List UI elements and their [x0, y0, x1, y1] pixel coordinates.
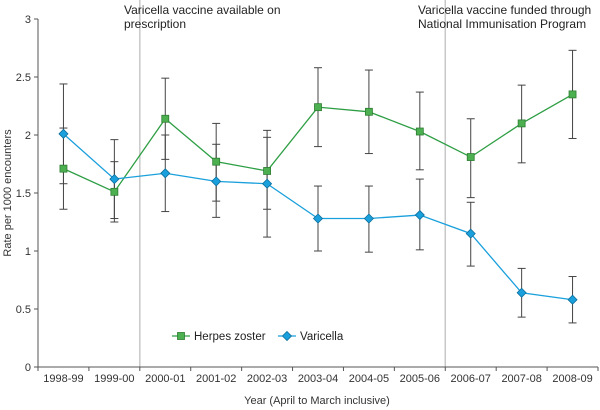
x-tick-label-2004-05: 2004-05 — [349, 373, 389, 385]
y-tick-label-1: 1 — [25, 246, 31, 258]
y-tick-label-2-5: 2.5 — [16, 72, 31, 84]
legend: Herpes zoster Varicella — [172, 330, 344, 343]
error-bars — [59, 49, 577, 324]
x-tick-label-2001-02: 2001-02 — [196, 373, 236, 385]
annotation-prescription-line1: Varicella vaccine available on — [124, 3, 281, 17]
x-axis-title: Year (April to March inclusive) — [244, 395, 390, 407]
point-varicella-2000-01 — [160, 168, 171, 179]
point-varicella-1999-00 — [109, 174, 120, 185]
point-varicella-2005-06 — [414, 209, 425, 221]
point-herpes-zoster-2007-08 — [517, 119, 526, 128]
x-tick-label-2005-06: 2005-06 — [400, 373, 440, 385]
annotations: Varicella vaccine available on prescript… — [124, 3, 591, 31]
y-tick-label-0: 0 — [25, 362, 31, 374]
x-tick-label-2006-07: 2006-07 — [451, 373, 491, 385]
y-tick-label-1-5: 1.5 — [16, 188, 31, 200]
legend-herpes-zoster-marker — [177, 332, 185, 340]
x-tick-label-2008-09: 2008-09 — [552, 373, 592, 385]
x-tick-label-2002-03: 2002-03 — [247, 373, 287, 385]
point-herpes-zoster-2008-09 — [568, 90, 577, 99]
point-varicella-1998-99 — [58, 128, 69, 139]
point-herpes-zoster-2004-05 — [365, 107, 373, 116]
annotation-nip-line1: Varicella vaccine funded through — [418, 3, 591, 17]
point-herpes-zoster-1999-00 — [110, 187, 119, 196]
vaccine-reference-lines — [139, 0, 447, 367]
point-varicella-2002-03 — [262, 178, 273, 189]
point-herpes-zoster-1998-99 — [59, 164, 68, 173]
point-varicella-2007-08 — [516, 287, 527, 298]
point-varicella-2003-04 — [312, 213, 324, 224]
x-tick-label-2007-08: 2007-08 — [501, 373, 541, 385]
annotation-nip-line2: National Immunisation Program — [418, 17, 586, 31]
legend-varicella-label: Varicella — [300, 331, 344, 343]
x-tick-label-1998-99: 1998-99 — [43, 373, 83, 385]
legend-herpes-zoster-label: Herpes zoster — [194, 331, 266, 343]
y-ticks: 0 0.5 1 1.5 2 2.5 3 — [16, 14, 38, 374]
point-herpes-zoster-2005-06 — [415, 127, 424, 136]
point-varicella-2008-09 — [567, 294, 578, 305]
x-tick-label-2000-01: 2000-01 — [145, 373, 185, 385]
point-varicella-2001-02 — [211, 176, 222, 187]
point-herpes-zoster-2003-04 — [314, 103, 322, 112]
point-herpes-zoster-2000-01 — [161, 114, 170, 123]
y-tick-label-3: 3 — [25, 14, 31, 26]
y-tick-label-2: 2 — [25, 130, 31, 142]
point-herpes-zoster-2006-07 — [466, 153, 475, 161]
x-tick-label-2003-04: 2003-04 — [298, 373, 338, 385]
point-herpes-zoster-2001-02 — [212, 157, 221, 166]
point-varicella-2004-05 — [363, 213, 374, 224]
point-herpes-zoster-2002-03 — [263, 167, 271, 175]
y-tick-label-0-5: 0.5 — [16, 304, 31, 316]
series-markers — [58, 90, 578, 305]
annotation-prescription-line2: prescription — [124, 17, 186, 31]
x-ticks: 1998-99 1999-00 2000-01 2001-02 2002-03 2003-… — [37, 367, 599, 385]
y-axis-title: Rate per 1000 encounters — [2, 129, 14, 257]
point-varicella-2006-07 — [465, 228, 476, 239]
x-tick-label-1999-00: 1999-00 — [94, 373, 134, 385]
legend-varicella-marker — [281, 330, 293, 342]
